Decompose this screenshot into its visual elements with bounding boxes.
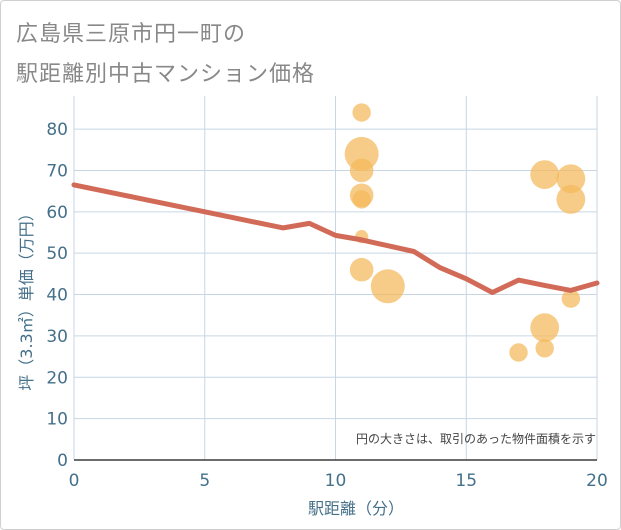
trend-line	[71, 182, 600, 295]
data-point	[556, 164, 586, 194]
y-tick-label: 20	[46, 368, 68, 388]
y-tick-labels: 0 10 20 30 40 50 60 70 80	[46, 120, 68, 471]
data-point	[349, 158, 374, 183]
y-tick-label: 0	[57, 451, 68, 471]
data-point	[556, 185, 586, 214]
y-tick-label: 50	[46, 244, 68, 264]
y-tick-label: 60	[46, 203, 68, 223]
x-tick-labels: 0 5 10 15 20	[69, 471, 608, 491]
y-tick-label: 30	[46, 327, 68, 347]
y-axis-label: 坪（3.3㎡）単価（万円）	[17, 205, 36, 390]
x-axis-label: 駅距離（分）	[308, 499, 404, 518]
y-tick-label: 40	[46, 286, 68, 306]
data-point	[370, 269, 405, 304]
data-point	[352, 190, 371, 209]
size-note: 円の大きさは、取引のあった物件面積を示す	[356, 431, 596, 446]
data-point	[530, 160, 560, 189]
data-point	[535, 339, 554, 358]
data-point	[530, 313, 560, 343]
x-tick-label: 5	[199, 471, 210, 491]
x-tick-label: 0	[69, 471, 80, 491]
grid-lines	[73, 96, 598, 460]
data-point	[509, 343, 528, 362]
data-point	[352, 103, 371, 122]
data-points	[344, 103, 586, 362]
data-point	[561, 289, 581, 308]
chart-title-line2: 駅距離別中古マンション価格	[16, 62, 316, 87]
y-tick-label: 80	[46, 120, 68, 140]
y-tick-label: 70	[46, 161, 68, 181]
x-tick-label: 10	[325, 471, 347, 491]
chart-title-line1: 広島県三原市円一町の	[16, 22, 247, 47]
data-point	[349, 257, 374, 282]
x-tick-label: 20	[586, 471, 608, 491]
y-tick-label: 10	[46, 410, 68, 430]
x-tick-label: 15	[455, 471, 477, 491]
